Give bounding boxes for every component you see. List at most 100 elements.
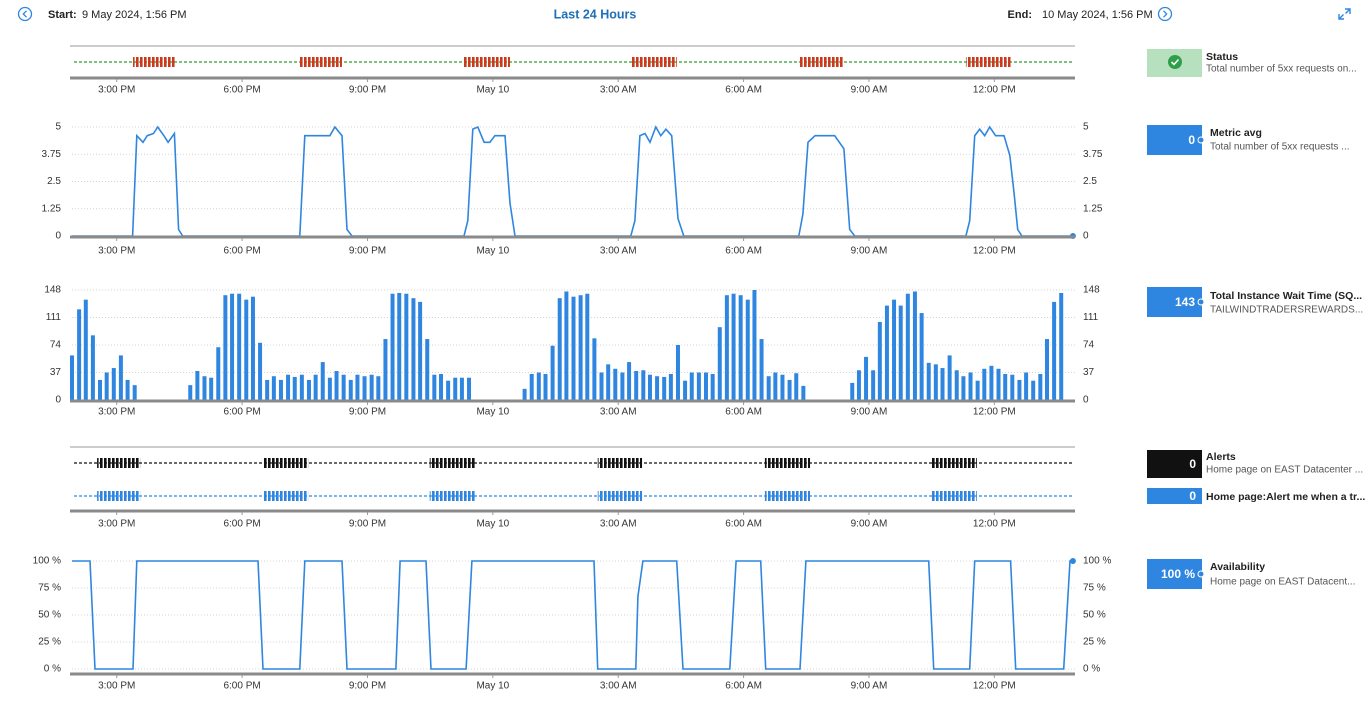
prev-button[interactable] — [17, 6, 33, 22]
bar — [954, 370, 959, 400]
bar — [348, 379, 353, 400]
end-date: 10 May 2024, 1:56 PM — [1042, 9, 1153, 21]
x-tick-label: 3:00 PM — [98, 85, 135, 96]
y-tick-label: 111 — [46, 312, 62, 323]
tile-value: 0 — [1189, 489, 1196, 503]
bar — [856, 370, 861, 400]
x-tick-label: 12:00 PM — [973, 519, 1016, 530]
y2-tick-label: 0 — [1083, 231, 1089, 242]
bar — [919, 313, 924, 400]
y-tick-label: 37 — [50, 367, 62, 378]
bar — [202, 376, 207, 400]
bar — [292, 376, 297, 400]
bar — [98, 379, 103, 400]
end-label: End: — [1008, 9, 1032, 21]
metric-tile[interactable]: 0 Metric avg Total number of 5xx request… — [1147, 125, 1350, 155]
bar — [341, 374, 346, 400]
x-tick-label: May 10 — [476, 85, 509, 96]
tile-title: Alerts — [1206, 451, 1236, 463]
bar — [397, 292, 402, 400]
x-tick-label: 3:00 PM — [98, 246, 135, 257]
bar — [1052, 301, 1057, 400]
y-tick-label: 1.25 — [42, 203, 62, 214]
bar — [627, 362, 632, 400]
bar — [655, 376, 660, 400]
x-tick-label: 9:00 AM — [851, 681, 888, 692]
bar — [320, 362, 325, 400]
x-tick-label: 9:00 AM — [851, 246, 888, 257]
x-tick-label: 6:00 AM — [725, 246, 762, 257]
bar — [641, 370, 646, 400]
bar — [195, 371, 200, 400]
bar — [1024, 372, 1029, 400]
bar — [982, 368, 987, 400]
bar — [738, 295, 743, 400]
bar — [613, 368, 618, 400]
bar — [940, 368, 945, 400]
y-tick-label: 50 % — [38, 610, 61, 621]
x-tick-label: 6:00 AM — [725, 519, 762, 530]
x-tick-label: May 10 — [476, 246, 509, 257]
y-tick-label: 148 — [44, 285, 61, 296]
bar — [975, 380, 980, 400]
expand-button[interactable] — [1338, 8, 1351, 20]
bar — [1010, 374, 1015, 400]
event-block — [262, 458, 309, 468]
next-button[interactable] — [164, 6, 1173, 22]
bar — [313, 374, 318, 400]
tile-subtitle: Home page on EAST Datacenter ... — [1206, 465, 1363, 476]
bar — [717, 327, 722, 400]
bar — [459, 377, 464, 400]
y-tick-label: 0 % — [44, 664, 61, 675]
y2-tick-label: 50 % — [1083, 610, 1106, 621]
tile-title: Home page:Alert me when a tr... — [1206, 491, 1365, 503]
range-title[interactable]: Last 24 Hours — [554, 7, 637, 21]
x-tick-label: 3:00 AM — [600, 246, 637, 257]
bar — [675, 345, 680, 400]
event-block — [798, 57, 844, 67]
bar — [794, 373, 799, 400]
bar — [668, 373, 673, 400]
bar — [1059, 292, 1064, 400]
bar — [759, 339, 764, 400]
bar — [209, 377, 214, 400]
bar — [543, 373, 548, 400]
tile-value: 100 % — [1161, 567, 1195, 581]
tile-title: Metric avg — [1210, 127, 1262, 139]
bar — [83, 299, 88, 400]
alert-rule-tile[interactable]: 0 Home page:Alert me when a tr... — [1147, 488, 1365, 504]
bar — [230, 293, 235, 400]
wait-time-tile[interactable]: 143 Total Instance Wait Time (SQ... TAIL… — [1147, 287, 1363, 317]
event-block — [299, 57, 342, 67]
alerts-tile[interactable]: 0 Alerts Home page on EAST Datacenter ..… — [1147, 450, 1363, 478]
bar — [334, 371, 339, 400]
availability-tile[interactable]: 100 % Availability Home page on EAST Dat… — [1147, 559, 1355, 589]
tile-value: 0 — [1188, 133, 1195, 147]
bar — [425, 339, 430, 400]
bar — [585, 293, 590, 400]
y2-tick-label: 111 — [1083, 312, 1099, 323]
x-tick-label: 9:00 PM — [349, 519, 386, 530]
bar — [703, 372, 708, 400]
x-tick-label: May 10 — [476, 519, 509, 530]
y2-tick-label: 75 % — [1083, 583, 1106, 594]
event-block — [464, 57, 510, 67]
event-block — [764, 491, 811, 501]
status-tile[interactable]: Status Total number of 5xx requests on..… — [1147, 49, 1357, 77]
y2-tick-label: 2.5 — [1083, 176, 1097, 187]
x-tick-label: 9:00 PM — [349, 246, 386, 257]
x-tick-label: 6:00 AM — [725, 85, 762, 96]
bar — [578, 295, 583, 400]
x-tick-label: May 10 — [476, 681, 509, 692]
x-tick-label: 3:00 AM — [600, 681, 637, 692]
y2-tick-label: 1.25 — [1083, 203, 1103, 214]
event-block — [597, 491, 643, 501]
bar — [620, 372, 625, 400]
bar — [432, 374, 437, 400]
x-tick-label: 9:00 PM — [349, 681, 386, 692]
y-tick-label: 5 — [55, 122, 61, 133]
bar — [250, 296, 255, 400]
bar — [70, 355, 74, 400]
bar — [439, 373, 444, 400]
